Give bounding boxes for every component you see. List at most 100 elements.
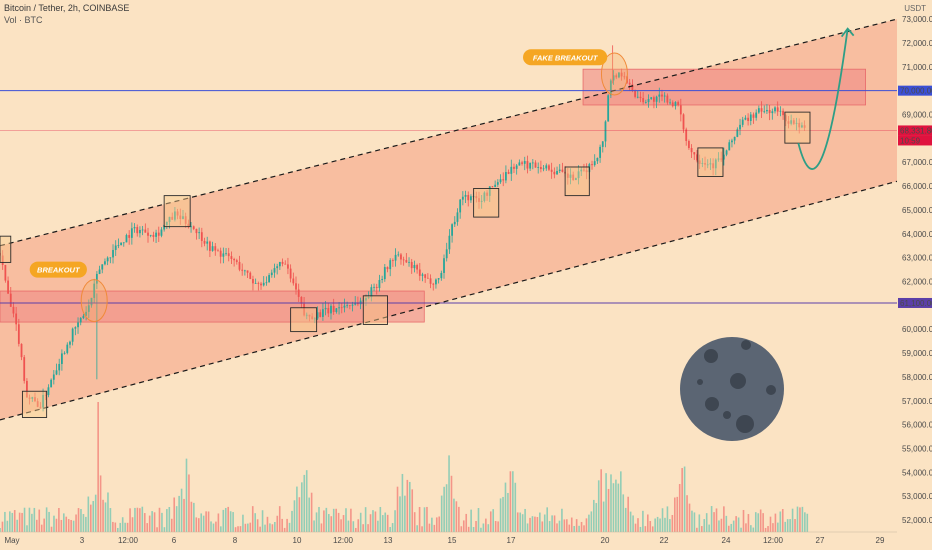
volume-bar [293,500,296,532]
volume-bar [283,527,286,532]
candle [779,110,782,112]
volume-bar [624,507,627,532]
candle [276,266,279,269]
candle [39,406,42,408]
volume-bar [75,514,77,532]
volume-bar [369,514,372,532]
volume-bar [580,521,583,532]
volume-bar [683,466,686,532]
candle [351,304,354,306]
candle [712,163,715,169]
candle [556,171,558,175]
candle [335,308,338,312]
volume-bar [688,503,691,532]
time-tick-label: 22 [660,536,669,545]
candle [400,254,402,260]
candle [268,275,270,283]
volume-bar [423,507,426,532]
volume-bar [642,510,644,532]
volume-bar [92,501,95,532]
candle [693,152,696,155]
volume-bar [416,525,418,532]
volume-bar [337,512,340,532]
price-tick-label: 56,000.00 [902,421,932,430]
candle [529,162,532,169]
volume-bar [804,512,806,532]
time-tick-label: 6 [172,536,177,545]
candle [496,182,499,185]
volume-bar [281,518,283,532]
candle [42,394,44,408]
volume-bar [31,513,33,532]
volume-bar [104,502,107,532]
candle [792,120,795,124]
volume-bar [718,520,720,532]
volume-bar [455,501,458,532]
volume-bar [465,513,468,532]
candle [647,99,650,103]
volume-bar [725,515,728,532]
volume-bar [678,484,681,532]
candle [391,260,394,262]
candle [722,154,725,160]
time-tick-label: 12:00 [763,536,784,545]
candle [402,259,405,261]
breakout-ellipse [600,52,628,96]
volume-bar [109,508,112,532]
volume-bar [153,512,156,532]
candle [85,311,88,316]
volume-bar [379,506,382,532]
candle [101,264,104,270]
volume-bar [426,506,428,532]
candle [332,305,335,312]
candle [461,196,464,200]
candle [774,107,776,112]
candle [155,232,157,237]
volume-bar [362,524,364,532]
volume-bar [502,496,504,532]
price-tick-label: 72,000.00 [902,39,932,48]
volume-bar [251,506,254,532]
volume-bar [222,509,225,532]
volume-bar [26,525,28,532]
candle [171,216,174,220]
volume-bar [546,507,548,532]
candle [739,124,741,130]
candle [12,306,15,314]
projection-arrowhead [840,27,855,38]
candle [98,269,101,274]
candle [74,327,77,329]
volume-bar [585,518,588,532]
candle [47,387,50,396]
candle [545,165,548,169]
volume-bar [303,474,306,532]
volume-bar [445,484,448,532]
candle [128,235,131,238]
candle [109,257,112,259]
currency-label[interactable]: USDT [904,4,926,13]
volume-bar [33,507,36,532]
candle [486,192,488,196]
candle [558,169,561,172]
volume-bar [224,507,227,532]
volume-bar [801,506,804,532]
candle [445,249,448,259]
volume-bar [605,473,607,532]
candle [475,196,478,199]
volume-bar [418,506,421,532]
candle [733,136,736,141]
candle [618,72,620,78]
time-tick-label: 27 [816,536,825,545]
candle [136,227,139,234]
candle [262,282,265,286]
moon-icon [680,337,784,441]
volume-bar [332,508,335,532]
volume-bar [9,511,11,532]
candle [644,102,647,103]
candle [459,199,462,213]
volume-bar [602,501,605,532]
volume-bar [578,525,580,532]
highlight-box [362,295,388,325]
volume-bar [102,499,104,532]
